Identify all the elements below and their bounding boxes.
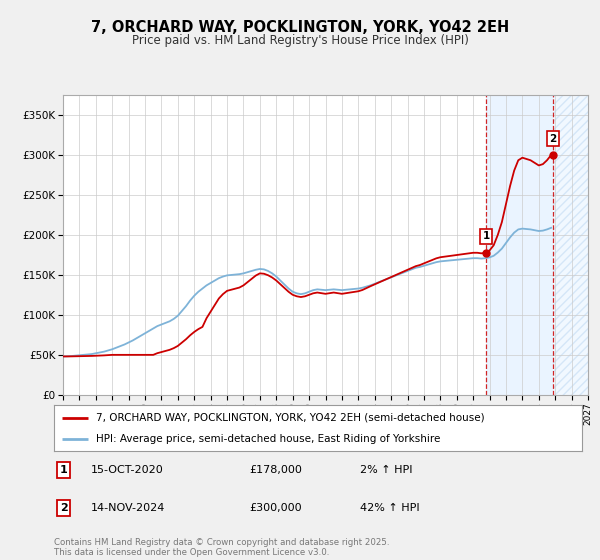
Point (481, 248, 491, 257)
Text: Price paid vs. HM Land Registry's House Price Index (HPI): Price paid vs. HM Land Registry's House … (131, 34, 469, 46)
Text: £300,000: £300,000 (250, 503, 302, 513)
Text: 1: 1 (482, 231, 490, 241)
Text: HPI: Average price, semi-detached house, East Riding of Yorkshire: HPI: Average price, semi-detached house,… (96, 435, 440, 444)
Text: 7, ORCHARD WAY, POCKLINGTON, YORK, YO42 2EH (semi-detached house): 7, ORCHARD WAY, POCKLINGTON, YORK, YO42 … (96, 413, 485, 423)
Text: 15-OCT-2020: 15-OCT-2020 (91, 465, 164, 475)
Text: £178,000: £178,000 (250, 465, 302, 475)
Bar (553, 95, 588, 395)
Text: 2: 2 (550, 134, 557, 144)
Text: 2: 2 (59, 503, 67, 513)
Text: 14-NOV-2024: 14-NOV-2024 (91, 503, 166, 513)
Text: 7, ORCHARD WAY, POCKLINGTON, YORK, YO42 2EH: 7, ORCHARD WAY, POCKLINGTON, YORK, YO42 … (91, 20, 509, 35)
Text: 2% ↑ HPI: 2% ↑ HPI (360, 465, 413, 475)
Text: Contains HM Land Registry data © Crown copyright and database right 2025.
This d: Contains HM Land Registry data © Crown c… (54, 538, 389, 557)
Text: 1: 1 (59, 465, 67, 475)
Bar (486, 95, 553, 395)
Text: 42% ↑ HPI: 42% ↑ HPI (360, 503, 420, 513)
Point (548, 151, 558, 160)
